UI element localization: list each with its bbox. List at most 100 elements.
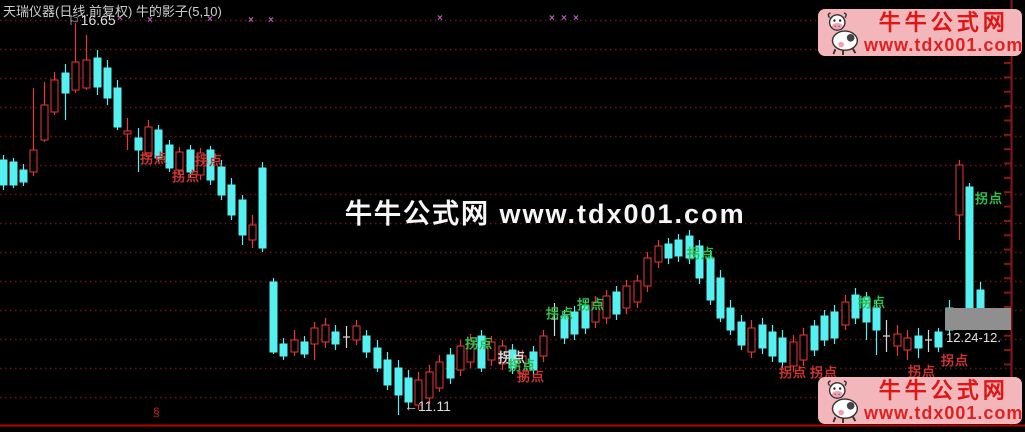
candle [227, 178, 236, 220]
candle [674, 234, 683, 262]
candle [591, 296, 600, 328]
candle [144, 120, 153, 158]
candle [841, 295, 850, 330]
candle [903, 330, 912, 360]
candle [50, 72, 59, 115]
candle [539, 330, 548, 362]
candle [810, 320, 819, 356]
watermark-site-name: 牛牛公式网 [878, 9, 1009, 35]
candle [269, 278, 278, 354]
candle [851, 288, 860, 324]
candle [165, 140, 174, 172]
candle [883, 320, 890, 352]
candle [134, 128, 143, 172]
candle [934, 328, 943, 352]
candle [820, 310, 829, 346]
range-price-marker: 12.24-12. [946, 330, 1001, 345]
candle [61, 64, 70, 120]
candle [498, 340, 507, 370]
candle [466, 334, 475, 368]
flag-icon: ⚐ [68, 13, 80, 28]
candle [737, 315, 746, 350]
candle [321, 318, 330, 348]
candle [789, 335, 798, 372]
section-marker: § [153, 405, 160, 419]
center-watermark: 牛牛公式网 www.tdx001.com [345, 199, 746, 229]
candle [778, 330, 787, 368]
candle [487, 336, 496, 366]
watermark-site-name: 牛牛公式网 [878, 377, 1009, 403]
candle [19, 164, 28, 186]
candle [914, 328, 923, 358]
candle [383, 352, 392, 390]
candle [508, 344, 517, 374]
candle [664, 238, 673, 264]
candle [602, 290, 611, 324]
candle [154, 125, 163, 162]
candle [758, 318, 767, 354]
candle [893, 325, 902, 356]
candle [71, 23, 80, 93]
candle [456, 340, 465, 376]
candle [799, 328, 808, 366]
candle [93, 50, 102, 95]
candle [560, 310, 569, 344]
page-title: 天瑞仪器(日线.前复权) 牛的影子(5,10) [3, 4, 222, 19]
candle [747, 320, 756, 358]
highlight-box [945, 308, 1011, 330]
cow-mascot-icon [827, 11, 859, 55]
candle [695, 240, 704, 284]
low-price-marker: ←11.11 [404, 398, 451, 414]
candle [622, 280, 631, 314]
candle [394, 360, 403, 415]
candle [186, 145, 195, 178]
candle [446, 348, 455, 384]
candle [551, 303, 558, 336]
candle [872, 300, 881, 355]
candle [248, 215, 257, 248]
candle [343, 326, 350, 348]
candle [40, 82, 49, 142]
candle [570, 306, 579, 340]
candle [633, 275, 642, 308]
candle [238, 195, 247, 245]
candle [529, 346, 538, 375]
candle [331, 325, 340, 350]
candle [113, 80, 122, 130]
candle [435, 355, 444, 392]
candle [716, 270, 725, 322]
watermark-site-url: www.tdx001.com [864, 34, 1024, 55]
candle [425, 365, 434, 404]
candle [581, 300, 590, 334]
high-price-marker: ⚐16.65 [68, 12, 116, 29]
candle [362, 330, 371, 358]
candle [925, 330, 932, 352]
candle [290, 330, 299, 356]
candle [965, 183, 974, 312]
candle [643, 252, 652, 292]
candle [217, 160, 226, 200]
candle [310, 322, 319, 360]
candle [196, 148, 205, 180]
candle [414, 372, 423, 410]
candle [373, 340, 382, 372]
candle [103, 60, 112, 105]
candle [206, 146, 215, 185]
candle [123, 118, 132, 150]
high-price-label: 16.65 [80, 12, 116, 28]
candle [518, 350, 527, 380]
candle [706, 250, 715, 305]
candle [404, 370, 413, 408]
candle [654, 240, 663, 268]
candle [300, 336, 309, 358]
candle [768, 325, 777, 362]
candle [352, 320, 361, 345]
candle [862, 292, 871, 340]
candle [726, 300, 735, 335]
candle [29, 88, 38, 176]
candle [175, 147, 184, 175]
watermark-bottom-right: 牛牛公式网 www.tdx001.com [818, 377, 1022, 424]
watermark-site-url: www.tdx001.com [864, 402, 1024, 423]
